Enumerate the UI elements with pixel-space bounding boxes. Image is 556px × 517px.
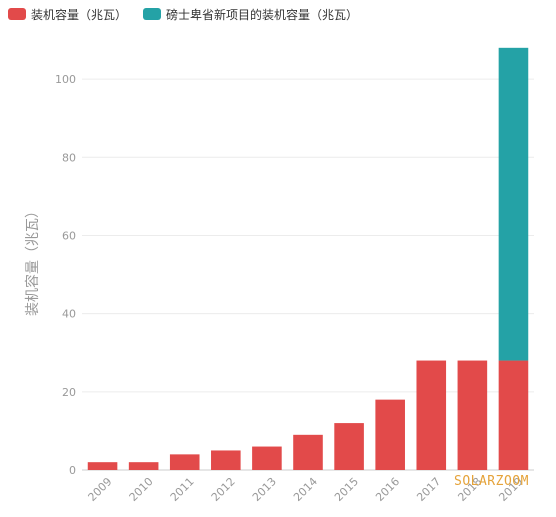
legend-label-installed: 装机容量（兆瓦） bbox=[31, 7, 128, 22]
legend-swatch-red bbox=[8, 8, 26, 20]
y-tick-label-40: 40 bbox=[62, 308, 76, 321]
bar-2014-series-0 bbox=[293, 434, 323, 470]
bar-2016-series-0 bbox=[375, 399, 405, 470]
y-tick-label-60: 60 bbox=[62, 229, 76, 242]
y-tick-label-100: 100 bbox=[55, 73, 76, 86]
x-tick-label-2016: 2016 bbox=[373, 475, 402, 504]
watermark: SOLARZOOM bbox=[454, 474, 529, 489]
legend-swatch-teal bbox=[143, 8, 162, 20]
legend-item-installed[interactable]: 装机容量（兆瓦） bbox=[8, 6, 127, 23]
x-tick-label-2011: 2011 bbox=[168, 475, 197, 504]
bar-2012-series-0 bbox=[211, 450, 241, 470]
legend-label-new-projects: 磅士卑省新项目的装机容量（兆瓦） bbox=[166, 7, 359, 22]
x-tick-label-2015: 2015 bbox=[332, 475, 361, 504]
x-tick-label-2017: 2017 bbox=[414, 475, 443, 504]
bar-2013-series-0 bbox=[252, 446, 282, 470]
bar-2017-series-0 bbox=[416, 360, 447, 470]
x-tick-label-2014: 2014 bbox=[291, 475, 320, 504]
bar-2015-series-0 bbox=[334, 423, 364, 470]
bar-2019-series-0 bbox=[498, 360, 529, 470]
bar-2009-series-0 bbox=[87, 462, 118, 470]
x-tick-label-2012: 2012 bbox=[209, 475, 238, 504]
bar-2019-series-1 bbox=[498, 47, 529, 361]
legend-item-new-projects[interactable]: 磅士卑省新项目的装机容量（兆瓦） bbox=[143, 6, 358, 23]
legend: 装机容量（兆瓦） 磅士卑省新项目的装机容量（兆瓦） bbox=[8, 4, 374, 24]
x-tick-label-2013: 2013 bbox=[250, 475, 279, 504]
bar-2010-series-0 bbox=[128, 462, 159, 470]
y-tick-label-80: 80 bbox=[62, 151, 76, 164]
bar-2011-series-0 bbox=[169, 454, 200, 470]
x-tick-label-2009: 2009 bbox=[86, 475, 115, 504]
y-tick-label-0: 0 bbox=[69, 464, 76, 477]
y-tick-label-20: 20 bbox=[62, 386, 76, 399]
x-tick-label-2010: 2010 bbox=[127, 475, 156, 504]
bar-2018-series-0 bbox=[457, 360, 488, 470]
